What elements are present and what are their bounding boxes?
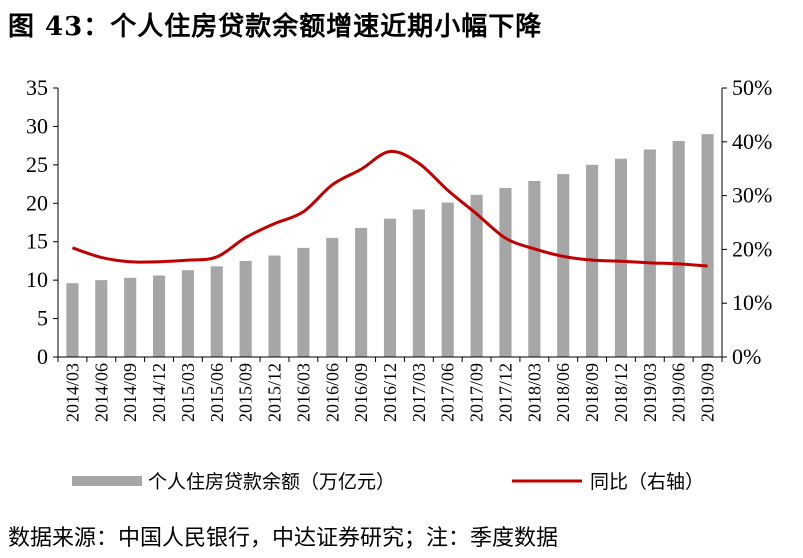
x-tick-label: 2015/12 — [265, 363, 285, 422]
right-tick-label: 20% — [732, 236, 772, 261]
x-tick-label: 2017/09 — [467, 363, 487, 422]
x-tick-label: 2017/06 — [438, 363, 458, 422]
x-tick-label: 2016/09 — [351, 363, 371, 422]
legend-line-label: 同比（右轴） — [590, 471, 704, 493]
legend-bar-swatch — [72, 476, 142, 486]
bar — [210, 266, 223, 357]
x-tick-label: 2018/09 — [582, 363, 602, 422]
bar — [643, 149, 656, 357]
axes: 0 5 10 15 20 25 30 35 0% 10% 20% 30% 40% 50% 2014/03 20… — [26, 75, 772, 422]
x-tick-label: 2015/09 — [236, 363, 256, 422]
right-tick-label: 30% — [732, 183, 772, 208]
left-tick-label: 10 — [26, 267, 48, 292]
x-tick-label: 2019/03 — [640, 363, 660, 422]
bar — [152, 275, 166, 357]
bar-series — [66, 134, 714, 357]
x-tick-label: 2016/03 — [293, 363, 313, 422]
bar — [528, 180, 541, 357]
x-tick-label: 2017/03 — [409, 363, 429, 422]
legend-bar-label: 个人住房贷款余额（万亿元） — [148, 471, 395, 493]
x-tick-label: 2014/12 — [149, 363, 169, 422]
x-tick-label: 2018/03 — [524, 363, 544, 422]
left-tick-label: 0 — [37, 344, 48, 369]
bar — [383, 218, 397, 357]
x-tick-label: 2018/06 — [553, 363, 573, 422]
x-tick-label: 2016/06 — [322, 363, 342, 422]
left-tick-label: 35 — [26, 75, 48, 100]
yoy-line — [71, 149, 708, 268]
bar — [441, 202, 454, 357]
chart-title: 图 43：个人住房贷款余额增速近期小幅下降 — [8, 12, 543, 42]
bar — [412, 209, 425, 357]
bar — [672, 141, 685, 357]
legend: 个人住房贷款余额（万亿元） 同比（右轴） — [72, 471, 704, 493]
right-tick-label: 50% — [732, 75, 772, 100]
x-tick-label: 2015/03 — [178, 363, 198, 422]
x-tick-label: 2014/03 — [62, 363, 82, 422]
bar — [239, 260, 252, 357]
bar — [95, 280, 108, 357]
x-tick-label: 2016/12 — [380, 363, 400, 422]
bar — [499, 187, 512, 357]
x-tick-label: 2019/06 — [669, 363, 689, 422]
left-tick-label: 20 — [26, 190, 48, 215]
bar — [701, 134, 714, 357]
left-tick-label: 30 — [26, 113, 48, 138]
line-series — [71, 149, 708, 268]
left-tick-label: 25 — [26, 152, 48, 177]
bar — [66, 283, 79, 357]
bar — [297, 247, 310, 357]
left-tick-label: 15 — [26, 229, 48, 254]
left-tick-label: 5 — [37, 306, 48, 331]
x-tick-label: 2018/12 — [611, 363, 631, 422]
source-note: 数据来源：中国人民银行，中达证券研究；注：季度数据 — [8, 526, 559, 551]
right-tick-label: 40% — [732, 129, 772, 154]
x-tick-label: 2014/06 — [91, 363, 111, 422]
bar — [614, 158, 628, 357]
bar — [181, 270, 194, 357]
bar — [268, 255, 281, 357]
x-tick-label: 2014/09 — [120, 363, 140, 422]
right-tick-label: 0% — [732, 344, 761, 369]
bar — [470, 194, 483, 357]
bar — [124, 277, 137, 357]
x-tick-label: 2019/09 — [698, 363, 718, 422]
x-tick-label: 2015/06 — [207, 363, 227, 422]
bar — [355, 227, 368, 357]
bar — [557, 174, 570, 357]
right-tick-label: 10% — [732, 290, 772, 315]
x-tick-label: 2017/12 — [495, 363, 515, 422]
bar — [326, 237, 339, 357]
